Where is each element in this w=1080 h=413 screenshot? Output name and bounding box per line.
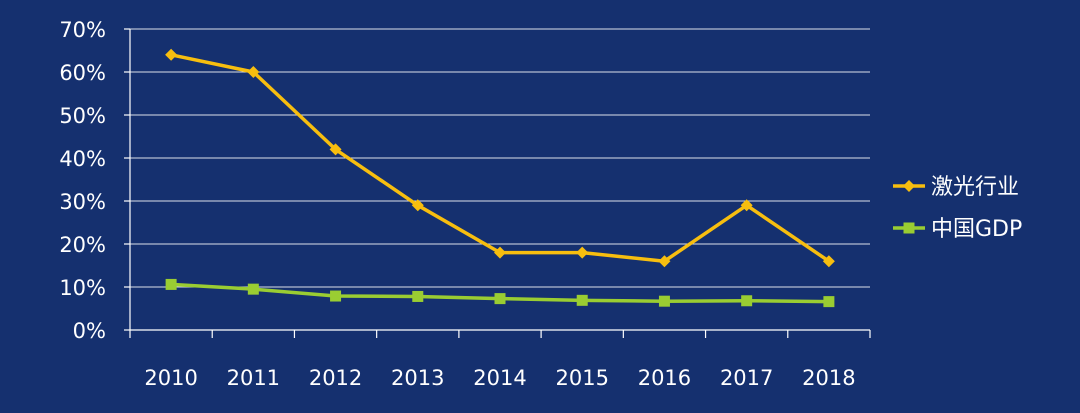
y-tick-label: 40% [59, 147, 106, 171]
data-point-diamond [329, 143, 342, 156]
data-point-diamond [576, 246, 589, 259]
data-point-diamond [822, 255, 835, 268]
data-point-diamond [411, 199, 424, 212]
x-tick-label: 2017 [720, 366, 773, 390]
x-tick-label: 2013 [391, 366, 444, 390]
data-point-square [576, 294, 588, 306]
data-point-square [741, 295, 753, 307]
data-point-diamond [165, 48, 178, 61]
x-tick-label: 2018 [802, 366, 855, 390]
data-point-diamond [740, 199, 753, 212]
x-tick-label: 2011 [227, 366, 280, 390]
legend-label: 中国GDP [931, 217, 1022, 242]
data-point-diamond [658, 255, 671, 268]
legend-marker-diamond [903, 180, 915, 192]
y-tick-label: 30% [59, 190, 106, 214]
x-tick-label: 2010 [144, 366, 197, 390]
y-tick-label: 20% [59, 233, 106, 257]
data-point-square [247, 283, 259, 295]
data-point-square [658, 295, 670, 307]
legend-label: 激光行业 [931, 175, 1019, 200]
y-tick-label: 60% [59, 61, 106, 85]
legend-marker-square [903, 222, 915, 234]
x-tick-label: 2014 [473, 366, 526, 390]
x-tick-label: 2015 [555, 366, 608, 390]
x-tick-label: 2012 [309, 366, 362, 390]
y-tick-label: 10% [59, 276, 106, 300]
data-point-square [823, 296, 835, 308]
data-point-square [494, 293, 506, 305]
data-point-square [412, 290, 424, 302]
y-tick-label: 0% [73, 319, 106, 343]
data-point-square [330, 290, 342, 302]
y-tick-label: 50% [59, 104, 106, 128]
x-tick-label: 2016 [638, 366, 691, 390]
data-point-diamond [247, 66, 260, 78]
y-tick-label: 70% [59, 18, 106, 42]
data-point-square [165, 278, 177, 290]
data-point-diamond [494, 246, 506, 259]
